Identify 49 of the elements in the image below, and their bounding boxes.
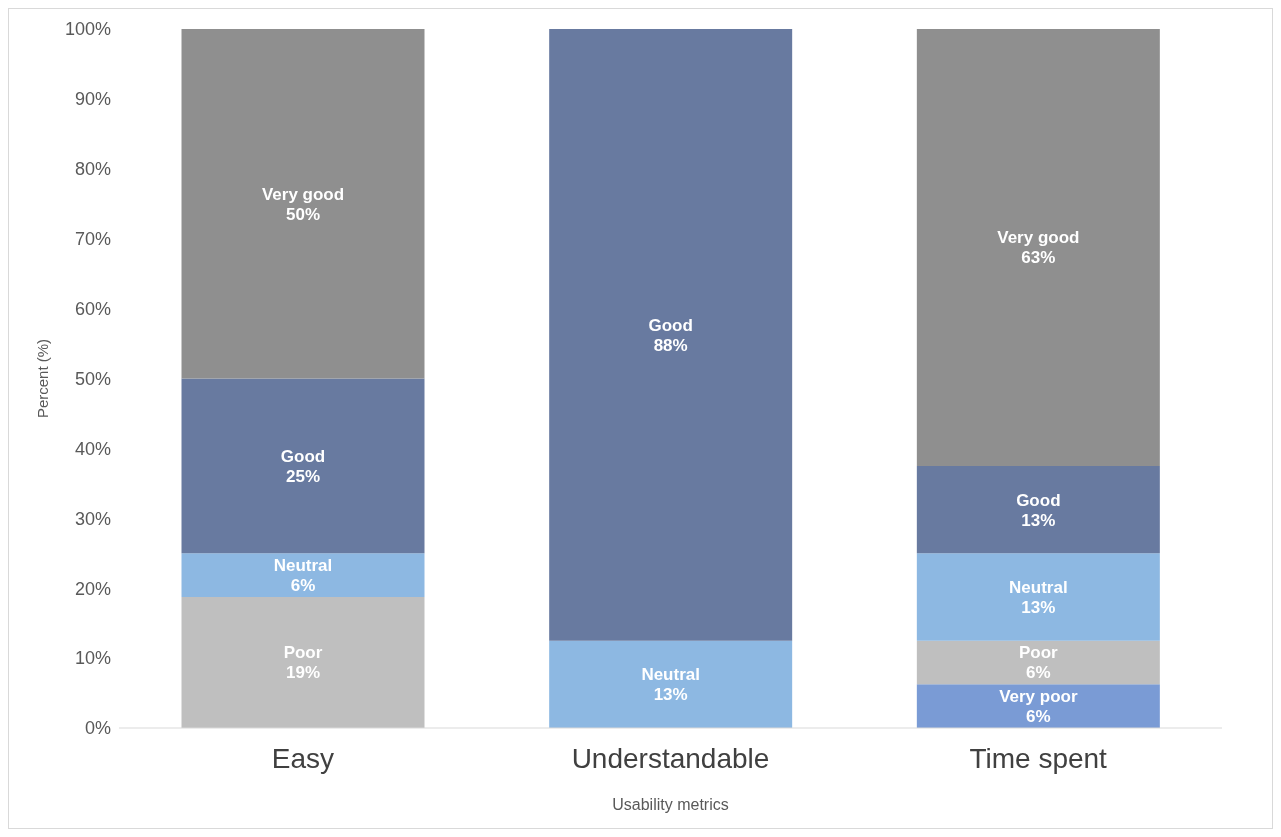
y-tick-label: 70% <box>74 229 111 250</box>
bar <box>549 640 793 728</box>
y-tick-label: 40% <box>74 438 111 459</box>
bar <box>181 29 425 379</box>
series-label: Poor <box>1018 643 1059 663</box>
data-label: 88% <box>653 335 688 355</box>
bar <box>549 29 793 641</box>
x-axis-title: Usability metrics <box>612 796 729 813</box>
data-label: 6% <box>1026 707 1051 727</box>
y-tick-label: 90% <box>74 89 111 110</box>
data-label: 50% <box>285 204 321 224</box>
y-tick-label: 30% <box>74 508 111 529</box>
data-label: 25% <box>285 466 321 486</box>
bar <box>916 684 1160 728</box>
series-label: Neutral <box>273 556 333 576</box>
data-label: 13% <box>653 685 688 705</box>
bar <box>916 465 1160 554</box>
text: Neutral <box>641 665 700 685</box>
data-label: 19% <box>285 663 321 683</box>
bar <box>916 553 1160 641</box>
series-label: Very poor <box>999 687 1078 707</box>
bar <box>181 553 425 597</box>
bar <box>916 640 1160 685</box>
bar <box>181 378 425 554</box>
y-tick-label: 0% <box>84 718 111 739</box>
series-label: Very good <box>261 184 345 204</box>
x-tick-label: Time spent <box>969 742 1108 774</box>
x-tick-label: Understandable <box>571 742 770 774</box>
data-label: 13% <box>1021 510 1056 530</box>
bar <box>916 29 1160 466</box>
text: Neutral <box>1009 577 1068 597</box>
data-label: 6% <box>290 576 316 596</box>
data-label: 6% <box>1026 663 1051 683</box>
text: Good <box>648 315 693 335</box>
x-tick-label: Easy <box>271 742 334 774</box>
data-label: 63% <box>1021 248 1056 268</box>
text: Good <box>280 446 326 466</box>
y-tick-label: 50% <box>74 368 111 389</box>
data-label: 13% <box>1021 597 1056 617</box>
series-label: Good <box>1016 490 1061 510</box>
y-tick-label: 60% <box>74 298 111 319</box>
y-tick-label: 10% <box>74 648 111 669</box>
text: Very good <box>997 228 1080 248</box>
y-tick-label: 20% <box>74 578 111 599</box>
y-tick-label: 80% <box>74 159 111 180</box>
text: Poor <box>283 643 323 663</box>
y-axis-title: Percent (%) <box>34 338 52 419</box>
y-tick-label: 100% <box>64 19 111 40</box>
bar <box>181 596 425 728</box>
